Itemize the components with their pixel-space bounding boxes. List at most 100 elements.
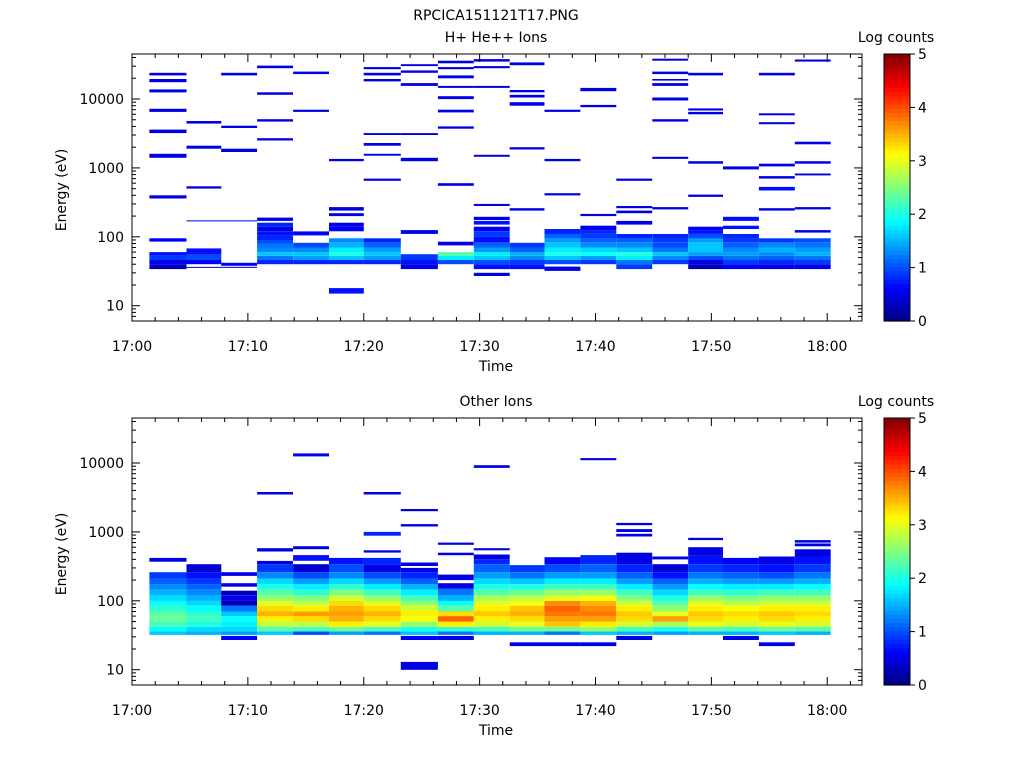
heatmap-cell xyxy=(257,119,293,122)
colorbar-segment xyxy=(884,497,910,503)
heatmap-cell xyxy=(400,600,438,606)
colorbar-segment xyxy=(884,266,910,272)
heatmap-cell xyxy=(580,555,617,565)
heatmap-cell xyxy=(758,605,795,612)
heatmap-cell xyxy=(652,238,689,243)
heatmap-cell xyxy=(758,264,795,270)
heatmap-cell xyxy=(400,584,438,590)
heatmap-cell xyxy=(544,626,581,632)
heatmap-cell xyxy=(794,605,831,612)
heatmap-cell xyxy=(473,59,510,62)
y-tick-label: 10000 xyxy=(79,456,124,472)
heatmap-cell xyxy=(688,72,723,76)
colorbar-segment xyxy=(884,270,910,276)
heatmap-cell xyxy=(329,158,364,162)
colorbar-segment xyxy=(884,518,910,523)
heatmap-cell xyxy=(149,260,187,265)
heatmap-cell xyxy=(616,247,653,253)
heatmap-cells xyxy=(149,58,831,294)
heatmap-cell xyxy=(794,173,831,176)
heatmap-cell xyxy=(329,213,364,217)
heatmap-cell xyxy=(652,595,689,601)
heatmap-cell xyxy=(437,600,474,606)
heatmap-cell xyxy=(473,203,510,206)
heatmap-cell xyxy=(616,589,653,596)
heatmap-cell xyxy=(149,595,187,601)
colorbar-segment xyxy=(884,601,910,607)
heatmap-cell xyxy=(652,119,689,122)
heatmap-cell xyxy=(509,102,545,106)
heatmap-cell xyxy=(652,156,689,159)
heatmap-cell xyxy=(723,255,759,260)
colorbar-segment xyxy=(884,509,910,515)
heatmap-cell xyxy=(580,230,617,234)
heatmap-cell xyxy=(544,260,581,265)
heatmap-cell xyxy=(149,153,187,158)
heatmap-cell xyxy=(363,564,401,573)
colorbar-segment xyxy=(884,626,910,632)
heatmap-cell xyxy=(437,626,474,632)
heatmap-cell xyxy=(509,584,545,590)
heatmap-cell xyxy=(329,255,364,260)
heatmap-cell xyxy=(293,260,329,265)
colorbar-segment xyxy=(884,312,910,318)
colorbar-tick-label: 1 xyxy=(918,261,927,277)
heatmap-cell xyxy=(473,564,510,573)
heatmap-cell xyxy=(758,260,795,265)
heatmap-cell xyxy=(544,611,581,617)
colorbar-tick-label: 4 xyxy=(918,464,927,480)
heatmap-cell xyxy=(473,247,510,253)
heatmap-cell xyxy=(723,600,759,606)
heatmap-cell xyxy=(400,635,438,640)
heatmap-cell xyxy=(544,238,581,243)
heatmap-cell xyxy=(400,626,438,632)
heatmap-cell xyxy=(580,247,617,253)
colorbar-segment xyxy=(884,58,910,63)
heatmap-cell xyxy=(544,229,581,234)
heatmap-cell xyxy=(794,59,831,62)
heatmap-cell xyxy=(400,524,438,527)
heatmap-cell xyxy=(400,616,438,622)
heatmap-cell xyxy=(473,548,510,551)
colorbar-segment xyxy=(884,576,910,582)
colorbar-segment xyxy=(884,87,910,93)
heatmap-cell xyxy=(723,616,759,622)
colorbar-segment xyxy=(884,291,910,297)
heatmap-cell xyxy=(758,242,795,248)
colorbar-segment xyxy=(884,99,910,105)
heatmap-cell xyxy=(363,255,401,260)
heatmap-cell xyxy=(400,70,438,73)
colorbar-segment xyxy=(884,62,910,68)
colorbar-segment xyxy=(884,187,910,193)
heatmap-cell xyxy=(688,111,723,115)
heatmap-cell xyxy=(794,264,831,270)
colorbar-segment xyxy=(884,472,910,477)
heatmap-cell xyxy=(580,252,617,256)
heatmap-cell xyxy=(329,260,364,265)
heatmap-cell xyxy=(688,564,723,573)
heatmap-cell xyxy=(149,616,187,622)
colorbar-segment xyxy=(884,651,910,657)
heatmap-cell xyxy=(580,242,617,248)
heatmap-cell xyxy=(293,109,329,112)
heatmap-cell xyxy=(186,595,222,601)
heatmap-cell xyxy=(544,255,581,260)
heatmap-cell xyxy=(723,238,759,243)
colorbar-segment xyxy=(884,668,910,674)
colorbar-segment xyxy=(884,647,910,653)
heatmap-cell xyxy=(616,264,653,270)
heatmap-cell xyxy=(473,272,510,276)
heatmap-cell xyxy=(149,264,187,270)
heatmap-cell xyxy=(363,605,401,612)
colorbar-segment xyxy=(884,543,910,548)
heatmap-cell xyxy=(758,163,795,167)
x-tick-label: 18:00 xyxy=(807,339,847,355)
heatmap-cell xyxy=(794,252,831,256)
heatmap-cell xyxy=(652,578,689,585)
heatmap-cell xyxy=(544,557,581,565)
heatmap-cell xyxy=(149,589,187,596)
colorbar-segment xyxy=(884,95,910,101)
heatmap-cell xyxy=(257,240,293,244)
heatmap-cell xyxy=(544,589,581,596)
heatmap-cell xyxy=(293,252,329,256)
